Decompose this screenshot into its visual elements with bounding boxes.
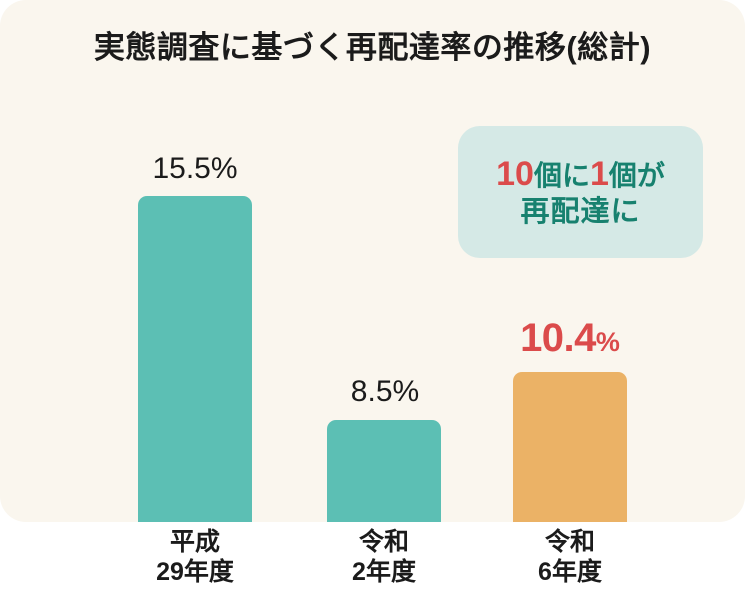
axis-label-heisei-29-era: 平成	[169, 528, 220, 556]
value-label-heisei-29: 15.5%	[152, 152, 238, 185]
axis-label-reiwa-2-era: 令和	[358, 528, 409, 556]
axis-label-reiwa-2-year: 2年度	[352, 557, 416, 586]
callout-text-ko-ni: 個に	[533, 159, 590, 191]
axis-label-reiwa-6-era: 令和	[544, 528, 595, 556]
axis-label-reiwa-2: 令和 2年度	[294, 528, 474, 587]
axis-label-reiwa-6-year: 6年度	[538, 557, 602, 586]
value-label-reiwa-6-percent: %	[595, 327, 620, 357]
callout-line-1: 10個に1個が	[496, 154, 665, 195]
callout-number-ten: 10	[496, 154, 534, 193]
bar-reiwa-2	[327, 420, 441, 522]
callout-number-one: 1	[589, 154, 609, 193]
axis-label-reiwa-6: 令和 6年度	[480, 528, 660, 587]
value-label-reiwa-6: 10.4%	[495, 318, 645, 358]
axis-label-heisei-29-year: 29年度	[156, 557, 234, 586]
value-label-reiwa-6-number: 10.4	[520, 316, 596, 360]
page-title: 実態調査に基づく再配達率の推移(総計)	[93, 30, 652, 65]
value-label-reiwa-2: 8.5%	[350, 375, 420, 408]
callout-box: 10個に1個が 再配達に	[458, 126, 703, 258]
axis-label-heisei-29: 平成 29年度	[105, 528, 285, 587]
callout-line-2: 再配達に	[520, 196, 641, 229]
bar-reiwa-6	[513, 372, 627, 522]
bar-heisei-29	[138, 196, 252, 522]
callout-text-ko-ga: 個が	[608, 159, 665, 191]
